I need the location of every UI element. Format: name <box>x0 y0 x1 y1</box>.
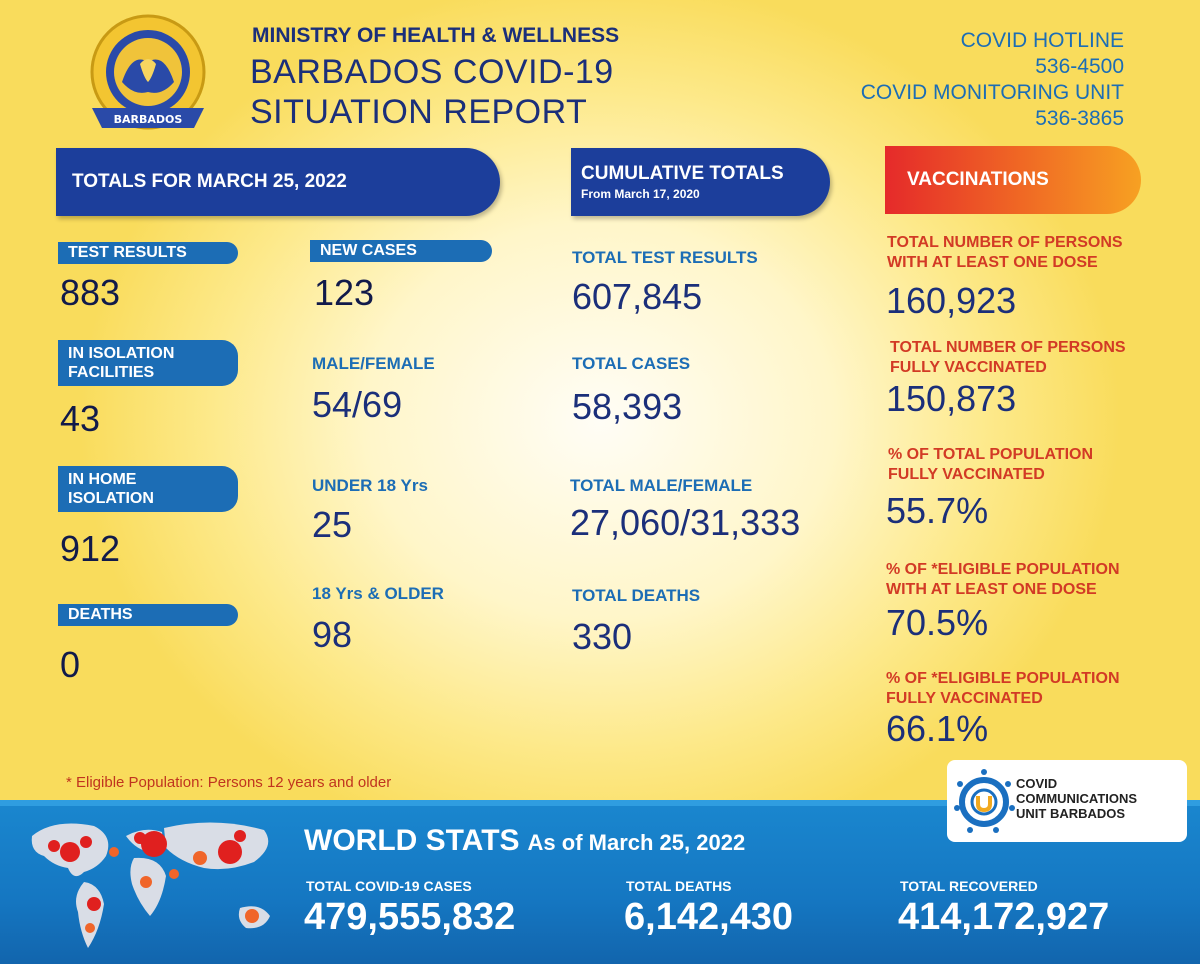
under-18-label: UNDER 18 Yrs <box>312 476 428 495</box>
report-title-line2: SITUATION REPORT <box>250 93 588 131</box>
ministry-name: MINISTRY OF HEALTH & WELLNESS <box>252 24 620 47</box>
over-18-label: 18 Yrs & OLDER <box>312 584 444 603</box>
test-results-pill: TEST RESULTS <box>58 242 238 264</box>
vaccinations-banner-label: VACCINATIONS <box>907 169 1049 190</box>
test-results-value: 883 <box>60 272 121 313</box>
cumulative-banner-label: CUMULATIVE TOTALS <box>581 163 784 184</box>
ccu-badge <box>947 760 1187 842</box>
total-deaths-value: 330 <box>572 616 633 657</box>
isolation-facilities-label-2: FACILITIES <box>68 364 155 381</box>
total-male-female-label: TOTAL MALE/FEMALE <box>570 476 753 495</box>
total-cases-label: TOTAL CASES <box>572 354 691 373</box>
vax-one-dose-label: TOTAL NUMBER OF PERSONS WITH AT LEAST ON… <box>887 233 1123 273</box>
world-stats-heading: WORLD STATS <box>304 824 520 857</box>
logo-text-bottom: BARBADOS <box>114 113 183 126</box>
virus-logo-icon <box>952 764 1016 838</box>
world-recovered-label: TOTAL RECOVERED <box>900 878 1038 894</box>
vax-pct-pop-label-2: FULLY VACCINATED <box>888 466 1045 483</box>
vax-one-dose-value: 160,923 <box>886 280 1017 321</box>
total-deaths-label: TOTAL DEATHS <box>572 586 701 605</box>
vax-one-dose-label-1: TOTAL NUMBER OF PERSONS <box>887 234 1123 251</box>
ccu-line3: UNIT BARBADOS <box>1016 806 1126 821</box>
monitoring-label: COVID MONITORING UNIT <box>860 81 1124 104</box>
home-isolation-label-2: ISOLATION <box>68 490 154 507</box>
vax-pct-pop-value: 55.7% <box>886 490 989 531</box>
world-stats-date: As of March 25, 2022 <box>527 830 746 855</box>
deaths-pill: DEATHS <box>58 604 238 626</box>
monitoring-number: 536-3865 <box>1035 107 1124 130</box>
world-deaths-label: TOTAL DEATHS <box>626 878 732 894</box>
vax-fully-value: 150,873 <box>886 378 1017 419</box>
report-title: BARBADOS COVID-19 SITUATION REPORT <box>250 52 614 132</box>
vax-fully-label: TOTAL NUMBER OF PERSONS FULLY VACCINATED <box>890 338 1126 378</box>
home-isolation-pill: IN HOME ISOLATION <box>58 466 238 512</box>
world-map-icon <box>14 812 294 962</box>
footnote: * Eligible Population: Persons 12 years … <box>66 774 392 791</box>
world-stats-band-edge <box>0 800 1200 806</box>
vax-fully-label-1: TOTAL NUMBER OF PERSONS <box>890 339 1126 356</box>
total-test-results-label: TOTAL TEST RESULTS <box>572 248 758 267</box>
isolation-facilities-label-1: IN ISOLATION <box>68 345 175 362</box>
under-18-value: 25 <box>312 504 353 545</box>
male-female-value: 54/69 <box>312 384 403 425</box>
hotline-block: COVID HOTLINE 536-4500 COVID MONITORING … <box>861 28 1124 132</box>
ccu-name: COVID COMMUNICATIONS UNIT BARBADOS <box>1016 776 1137 821</box>
world-stats-title: WORLD STATS As of March 25, 2022 <box>304 824 745 858</box>
totals-banner: TOTALS FOR MARCH 25, 2022 <box>56 148 500 216</box>
ccu-line2: COMMUNICATIONS <box>1016 791 1138 806</box>
totals-banner-label: TOTALS FOR MARCH 25, 2022 <box>72 171 347 192</box>
total-cases-value: 58,393 <box>572 386 683 427</box>
world-cases-label: TOTAL COVID-19 CASES <box>306 878 472 894</box>
vax-pct-pop-label: % OF TOTAL POPULATION FULLY VACCINATED <box>888 445 1093 485</box>
total-male-female-value: 27,060/31,333 <box>570 502 801 543</box>
vax-pct-elig-one-label-2: WITH AT LEAST ONE DOSE <box>886 581 1097 598</box>
world-deaths-value: 6,142,430 <box>624 896 794 938</box>
deaths-value: 0 <box>60 644 81 685</box>
vax-fully-label-2: FULLY VACCINATED <box>890 359 1047 376</box>
home-isolation-label-1: IN HOME <box>68 471 137 488</box>
hotline-number: 536-4500 <box>1035 55 1124 78</box>
vaccinations-banner: VACCINATIONS <box>885 146 1141 214</box>
new-cases-value: 123 <box>314 272 375 313</box>
cumulative-banner: CUMULATIVE TOTALS From March 17, 2020 <box>571 148 830 216</box>
vax-pct-elig-full-label-2: FULLY VACCINATED <box>886 690 1043 707</box>
male-female-label: MALE/FEMALE <box>312 354 435 373</box>
new-cases-pill: NEW CASES <box>310 240 492 262</box>
vax-pct-elig-one-label: % OF *ELIGIBLE POPULATION WITH AT LEAST … <box>886 560 1120 600</box>
vax-pct-elig-one-label-1: % OF *ELIGIBLE POPULATION <box>886 561 1120 578</box>
vax-pct-elig-one-value: 70.5% <box>886 602 989 643</box>
ccu-line1: COVID <box>1016 776 1058 791</box>
vax-pct-elig-full-label: % OF *ELIGIBLE POPULATION FULLY VACCINAT… <box>886 669 1120 709</box>
hotline-label: COVID HOTLINE <box>960 29 1124 52</box>
world-recovered-value: 414,172,927 <box>898 896 1110 938</box>
ministry-logo: BARBADOS <box>82 12 214 140</box>
vax-pct-elig-full-label-1: % OF *ELIGIBLE POPULATION <box>886 670 1120 687</box>
report-title-line1: BARBADOS COVID-19 <box>250 53 614 91</box>
home-isolation-value: 912 <box>60 528 121 569</box>
isolation-facilities-value: 43 <box>60 398 101 439</box>
isolation-facilities-pill: IN ISOLATION FACILITIES <box>58 340 238 386</box>
over-18-value: 98 <box>312 614 353 655</box>
cumulative-banner-sub: From March 17, 2020 <box>581 187 700 201</box>
world-cases-value: 479,555,832 <box>304 896 516 938</box>
vax-one-dose-label-2: WITH AT LEAST ONE DOSE <box>887 254 1098 271</box>
vax-pct-elig-full-value: 66.1% <box>886 708 989 749</box>
vax-pct-pop-label-1: % OF TOTAL POPULATION <box>888 446 1094 463</box>
total-test-results-value: 607,845 <box>572 276 703 317</box>
